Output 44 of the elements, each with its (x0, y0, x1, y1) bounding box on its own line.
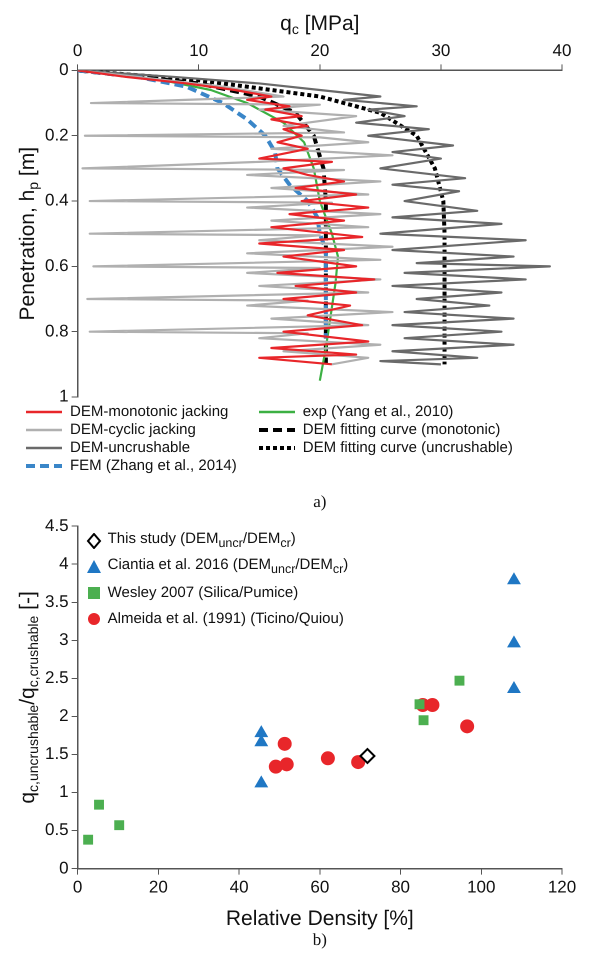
y-tick-label: 4 (59, 554, 69, 573)
y-axis-title: qc,uncrushable/qc,crushable [-] (16, 591, 42, 804)
y-axis-title: Penetration, hp [m] (16, 146, 42, 320)
y-tick-label: 0.2 (44, 125, 69, 144)
legend-label: Almeida et al. (1991) (Ticino/Quiou) (108, 610, 344, 628)
y-tick-label: 2 (59, 706, 69, 726)
legend-label: Wesley 2007 (Silica/Pumice) (108, 584, 298, 602)
y-tick-label: 0.4 (44, 190, 69, 210)
x-axis-title: Relative Density [%] (226, 906, 414, 930)
legend-label: DEM-uncrushable (70, 439, 190, 457)
x-tick-label: 20 (148, 877, 168, 896)
x-tick-label: 0 (72, 877, 82, 896)
legend-label: Ciantia et al. 2016 (DEM$_{uncr}$/DEM$_{cr}$) (108, 556, 348, 578)
x-tick-label: 60 (310, 877, 330, 896)
y-tick-label: 1.5 (44, 744, 69, 764)
y-tick-label: 0.5 (44, 820, 69, 840)
y-tick-label: 4.5 (44, 516, 69, 535)
y-tick-label: 3 (59, 630, 69, 650)
x-tick-label: 80 (391, 877, 410, 896)
y-tick-label: 1 (59, 782, 69, 802)
text: b) (312, 930, 327, 949)
text: a) (313, 492, 326, 511)
legend-label: FEM (Zhang et al., 2014) (70, 457, 237, 475)
x-tick-label: 40 (230, 877, 249, 896)
legend-label: DEM fitting curve (uncrushable) (302, 439, 513, 457)
x-tick-label: 10 (189, 40, 208, 60)
y-tick-label: 0 (59, 858, 69, 878)
y-tick-label: 0.8 (44, 321, 69, 340)
y-tick-label: 3.5 (44, 592, 69, 611)
legend-label: exp (Yang et al., 2010) (302, 403, 454, 421)
x-tick-label: 40 (552, 40, 572, 60)
x-tick-label: 120 (548, 877, 576, 896)
y-tick-label: 0.6 (44, 256, 69, 276)
legend-label: DEM fitting curve (monotonic) (302, 421, 500, 439)
x-tick-label: 100 (467, 877, 496, 896)
y-tick-label: 0 (59, 60, 69, 80)
y-tick-label: 2.5 (44, 668, 69, 688)
legend-label: DEM-monotonic jacking (70, 403, 228, 421)
x-tick-label: 30 (431, 40, 450, 60)
y-tick-label: 1 (59, 386, 69, 406)
x-tick-label: 0 (72, 40, 82, 60)
legend-label: DEM-cyclic jacking (70, 421, 196, 439)
legend-label: This study (DEM$_{uncr}$/DEM$_{cr}$) (108, 530, 296, 552)
x-tick-label: 20 (310, 40, 330, 60)
